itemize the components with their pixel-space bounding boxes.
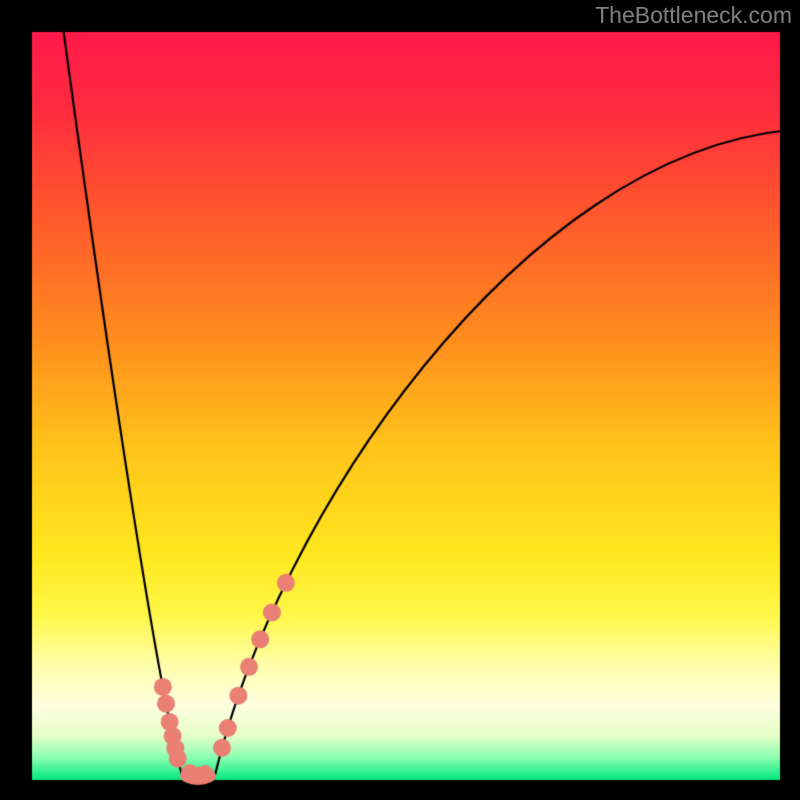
watermark-text: TheBottleneck.com: [595, 2, 792, 29]
chart-stage: TheBottleneck.com: [0, 0, 800, 800]
bottleneck-chart-canvas: [0, 0, 800, 800]
